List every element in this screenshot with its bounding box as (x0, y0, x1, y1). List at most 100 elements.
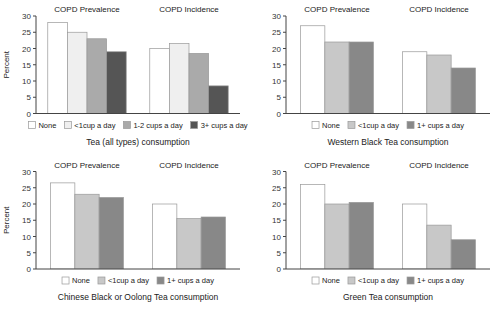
bar (177, 219, 201, 269)
x-axis-line (286, 269, 490, 270)
y-tick (33, 16, 36, 17)
group-title: COPD Prevalence (304, 5, 370, 14)
bars (51, 183, 226, 269)
bar (349, 42, 373, 114)
legend-item: 3+ cups a day (191, 121, 248, 130)
legend-swatch (123, 122, 130, 129)
y-tick (283, 204, 286, 205)
y-tick (283, 64, 286, 65)
legend: None <1cup a day 1+ cups a day (312, 121, 464, 130)
y-tick-label: 5 (27, 93, 32, 102)
y-tick-label: 10 (22, 77, 31, 86)
legend-item: 1+ cups a day (407, 121, 464, 130)
y-tick (33, 81, 36, 82)
bars (301, 185, 476, 270)
legend-label: <1cup a day (108, 276, 149, 285)
bar (107, 52, 127, 114)
y-tick-label: 0 (277, 110, 282, 119)
x-axis-line (286, 113, 490, 114)
y-tick-label: 15 (272, 216, 281, 225)
y-tick (283, 48, 286, 49)
bar (209, 86, 229, 114)
panel: 051015202530COPD PrevalenceCOPD Incidenc… (272, 161, 490, 303)
y-tick (283, 220, 286, 221)
legend-item: None (312, 276, 340, 285)
bar (325, 42, 349, 114)
y-tick (283, 81, 286, 82)
y-tick-label: 30 (22, 12, 31, 21)
bar (99, 198, 123, 270)
y-tick-label: 25 (22, 28, 31, 37)
y-tick (33, 236, 36, 237)
bar (201, 217, 225, 269)
x-axis-line (36, 269, 240, 270)
group-title: COPD Incidence (159, 5, 219, 14)
y-tick (33, 252, 36, 253)
legend-label: None (72, 276, 90, 285)
legend-label: 1+ cups a day (417, 276, 464, 285)
bar (150, 49, 170, 114)
legend-swatch (312, 277, 319, 284)
legend: None <1cup a day 1+ cups a day (312, 276, 464, 285)
x-axis-label: Western Black Tea consumption (327, 137, 448, 147)
group-title: COPD Incidence (409, 161, 469, 170)
legend-label: None (322, 121, 340, 130)
x-axis-label: Chinese Black or Oolong Tea consumption (58, 292, 219, 302)
y-tick (283, 187, 286, 188)
group-title: COPD Incidence (409, 5, 469, 14)
y-tick (33, 97, 36, 98)
y-tick-label: 10 (272, 77, 281, 86)
y-tick-label: 5 (27, 249, 32, 258)
panel: 051015202530COPD PrevalenceCOPD Incidenc… (2, 5, 248, 147)
y-tick-label: 20 (272, 200, 281, 209)
legend-swatch (312, 122, 319, 129)
x-axis-line (36, 113, 240, 114)
y-tick-label: 25 (22, 184, 31, 193)
legend-item: None (62, 276, 90, 285)
y-tick-label: 5 (277, 249, 282, 258)
legend-label: None (38, 121, 56, 130)
y-tick (283, 16, 286, 17)
bar (451, 68, 475, 114)
legend-swatch (64, 122, 71, 129)
y-tick-label: 5 (277, 93, 282, 102)
bar (301, 26, 325, 114)
y-tick (283, 252, 286, 253)
y-tick (33, 48, 36, 49)
y-tick (33, 220, 36, 221)
legend-item: <1cup a day (348, 276, 399, 285)
bar (51, 183, 75, 269)
group-title: COPD Incidence (159, 161, 219, 170)
legend-item: None (28, 121, 56, 130)
y-tick-label: 15 (272, 61, 281, 70)
y-tick (33, 113, 36, 114)
legend-swatch (191, 122, 198, 129)
y-tick (33, 204, 36, 205)
y-tick-label: 10 (22, 233, 31, 242)
y-tick-label: 20 (272, 45, 281, 54)
bar (189, 53, 209, 113)
y-tick-label: 15 (22, 61, 31, 70)
y-tick-label: 15 (22, 216, 31, 225)
y-tick (283, 236, 286, 237)
y-tick-label: 0 (277, 265, 282, 274)
legend-swatch (157, 277, 164, 284)
legend-swatch (62, 277, 69, 284)
y-tick-label: 20 (22, 200, 31, 209)
group-title: COPD Prevalence (54, 161, 120, 170)
panel: 051015202530COPD PrevalenceCOPD Incidenc… (272, 5, 490, 147)
y-tick-label: 30 (272, 12, 281, 21)
legend-label: 1+ cups a day (417, 121, 464, 130)
y-tick (33, 187, 36, 188)
legend-item: 1+ cups a day (157, 276, 214, 285)
legend-item: <1cup a day (348, 121, 399, 130)
legend-label: <1cup a day (74, 121, 115, 130)
y-tick (283, 32, 286, 33)
bar (67, 32, 87, 113)
y-tick (283, 113, 286, 114)
bar (349, 202, 373, 269)
bar (427, 225, 451, 269)
y-tick (33, 64, 36, 65)
legend-label: <1cup a day (358, 276, 399, 285)
bar (325, 204, 349, 269)
